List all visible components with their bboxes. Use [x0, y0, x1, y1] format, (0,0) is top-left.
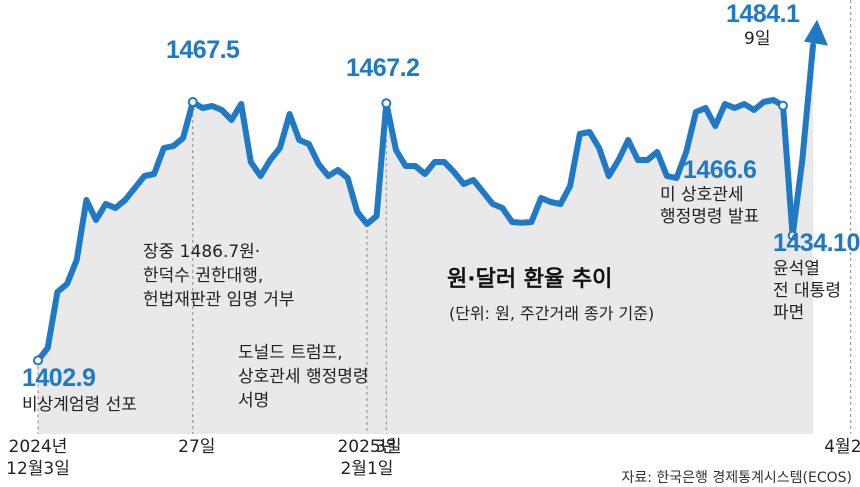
event-note: 한덕수 권한대행,: [143, 266, 263, 286]
event-note: 장중 1486.7원·: [143, 242, 260, 262]
x-tick-label: 12월3일: [6, 459, 70, 479]
value-label: 1402.9: [22, 364, 95, 392]
annotation-label: 행정명령 발표: [660, 207, 759, 227]
event-note: 헌법재판관 임명 거부: [143, 290, 295, 310]
x-tick-label: 2025년: [337, 437, 396, 457]
x-tick-label: 4월2일: [824, 437, 860, 457]
shaded-area: [38, 45, 813, 434]
annotation-label: 9일: [744, 29, 770, 49]
series-line: [35, 42, 816, 364]
value-label: 1467.5: [166, 36, 240, 64]
event-note: 서명: [238, 391, 269, 411]
annotation-label: 파면: [773, 303, 804, 323]
chart-subtitle: (단위: 원, 주간거래 종가 기준): [449, 304, 654, 323]
data-point: [381, 98, 392, 109]
value-label: 1467.2: [346, 54, 419, 82]
annotation-label: 비상계엄령 선포: [22, 395, 137, 415]
chart-title: 원·달러 환율 추이: [447, 267, 612, 292]
x-tick-label: 4일: [859, 437, 860, 457]
event-note: 상호관세 행정명령: [238, 367, 369, 387]
data-point: [33, 355, 43, 366]
data-point: [787, 230, 798, 241]
annotation-label: 전 대통령: [773, 281, 841, 301]
x-tick-label: 27일: [178, 437, 215, 457]
value-label: 1434.10: [773, 229, 860, 257]
x-tick-label: 3일: [375, 437, 401, 457]
annotation-label: 미 상호관세: [660, 185, 744, 205]
value-label: 1466.6: [683, 156, 756, 184]
arrow-head: [804, 19, 828, 46]
value-label: 1484.1: [726, 0, 800, 28]
source-note: 자료: 한국은행 경제통계시스템(ECOS): [621, 470, 852, 486]
x-tick-label: 2월1일: [340, 459, 393, 479]
x-tick-label: 2024년: [9, 437, 68, 457]
event-note: 도널드 트럼프,: [238, 343, 343, 363]
annotation-label: 윤석열: [773, 259, 820, 279]
data-point: [777, 100, 788, 111]
data-point: [187, 97, 198, 107]
